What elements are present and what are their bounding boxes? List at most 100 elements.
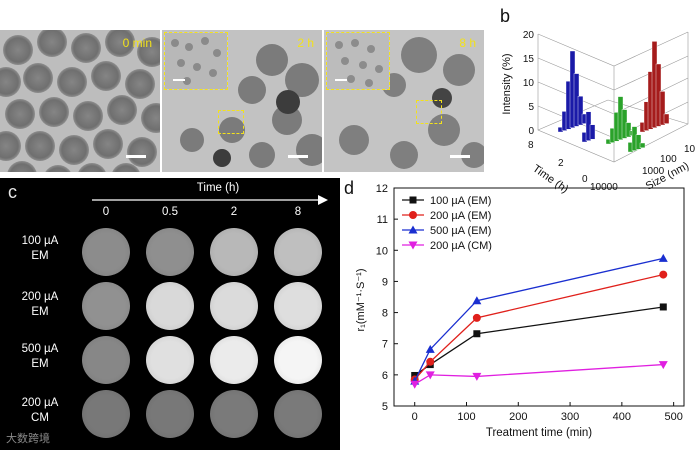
inset-zoom [164, 32, 228, 90]
histogram-bar [577, 95, 584, 126]
z-tick: 0 [528, 126, 534, 137]
mri-well [274, 336, 322, 384]
series-line [414, 273, 664, 380]
tem-image-0min: 0 min [0, 30, 160, 172]
histogram-bar [639, 142, 646, 149]
data-point [411, 371, 419, 379]
data-point [658, 253, 668, 262]
data-point [472, 296, 482, 305]
legend-label: 500 µA (EM) [430, 225, 491, 237]
mri-well [146, 282, 194, 330]
mri-well [82, 390, 130, 438]
data-point [408, 241, 418, 250]
column-label: 8 [294, 206, 302, 218]
z-tick: 20 [523, 30, 535, 41]
data-point [425, 371, 435, 380]
y-tick-label: 6 [382, 370, 388, 382]
row-label: 500 µA EM [21, 343, 59, 370]
tem-image-8h: 8 h [324, 30, 484, 172]
y-tick-label: 11 [377, 214, 388, 226]
x-tick-label: 400 [613, 411, 631, 423]
y-axis-label: r₁(mM⁻¹·S⁻¹) [355, 269, 367, 332]
legend: 100 µA (EM) 200 µA (EM) 500 µA (EM) 200 µA … [402, 195, 492, 252]
mri-well [210, 336, 258, 384]
mri-well [210, 228, 258, 276]
x-axis-label: Treatment time (min) [486, 427, 592, 439]
z-tick: 10 [523, 78, 535, 89]
time-label: 8 h [459, 36, 476, 50]
histogram-bars [557, 41, 670, 153]
y-tick-label: 5 [382, 401, 388, 413]
histogram-bar [663, 113, 670, 124]
size-tick: 100 [660, 154, 677, 165]
data-point [659, 270, 668, 279]
time-label: 2 h [297, 36, 314, 50]
time-label: 0 min [122, 36, 152, 50]
panel-b-letter: b [500, 6, 511, 26]
inset-zoom [326, 32, 390, 90]
panel-b-chart: 0 5 10 15 20 Intensity (%) 8 2 0 Time (h… [501, 30, 696, 196]
histogram-bar [589, 124, 596, 140]
data-point [408, 225, 418, 234]
time-tick: 2 [558, 158, 564, 169]
series-line [414, 257, 664, 382]
panel-c-letter: c [8, 182, 17, 202]
axis-ticks: 0 100 200 300 400 500 5 6 7 8 9 10 11 12 [376, 183, 683, 423]
row-label: 200 µA CM [21, 397, 59, 424]
data-point [409, 211, 417, 219]
region-of-interest [416, 100, 442, 124]
mri-well [210, 282, 258, 330]
x-tick-label: 300 [561, 411, 579, 423]
data-point [426, 357, 435, 366]
panel-d-letter: d [344, 178, 355, 198]
panel-d-chart: 0 100 200 300 400 500 5 6 7 8 9 10 11 12 100 µA (EM) 2… [355, 183, 685, 439]
x-tick-label: 200 [509, 411, 527, 423]
panel-c-mri: c Time (h) 0 0.5 2 8 100 µA EM 200 µA EM 5… [0, 178, 340, 450]
data-point [473, 330, 481, 338]
y-tick-label: 8 [382, 308, 388, 320]
data-point [410, 380, 420, 389]
column-label: 0 [102, 206, 110, 218]
histogram-bar [659, 91, 666, 126]
y-tick-label: 7 [382, 339, 388, 351]
data-point [472, 372, 482, 381]
y-tick-label: 9 [382, 276, 388, 288]
x-tick-label: 500 [664, 411, 682, 423]
scale-bar [126, 155, 146, 158]
z-axis-label: Intensity (%) [501, 53, 513, 114]
mri-well [146, 336, 194, 384]
mri-well [274, 390, 322, 438]
watermark-text: 大数跨境 [6, 433, 50, 445]
legend-label: 200 µA (CM) [430, 240, 492, 252]
time-axis-title: Time (h) [196, 182, 240, 194]
mri-well [210, 390, 258, 438]
tem-image-2h: 2 h [162, 30, 322, 172]
data-point [659, 303, 667, 311]
mri-well [82, 228, 130, 276]
mri-well [274, 228, 322, 276]
z-tick: 15 [523, 54, 535, 65]
time-tick: 8 [528, 140, 534, 151]
mri-well [82, 336, 130, 384]
mri-well [82, 282, 130, 330]
size-tick: 10 [684, 144, 696, 155]
legend-label: 100 µA (EM) [430, 195, 491, 207]
scale-bar [288, 155, 308, 158]
mri-well [274, 282, 322, 330]
x-tick-label: 100 [457, 411, 475, 423]
size-tick: 1000 [642, 166, 665, 177]
z-tick: 5 [528, 102, 534, 113]
y-tick-label: 12 [376, 183, 388, 195]
legend-label: 200 µA (EM) [430, 210, 491, 222]
inset-scale-bar [173, 79, 185, 81]
histogram-bar [625, 122, 632, 138]
time-tick: 0 [582, 174, 588, 185]
column-label: 0.5 [162, 206, 178, 218]
data-point [658, 361, 668, 370]
row-label: 200 µA EM [21, 291, 59, 318]
data-point [472, 313, 481, 322]
histogram-bar [635, 134, 642, 150]
plot-frame [393, 187, 685, 407]
series-line [414, 363, 664, 385]
scale-bar [450, 155, 470, 158]
